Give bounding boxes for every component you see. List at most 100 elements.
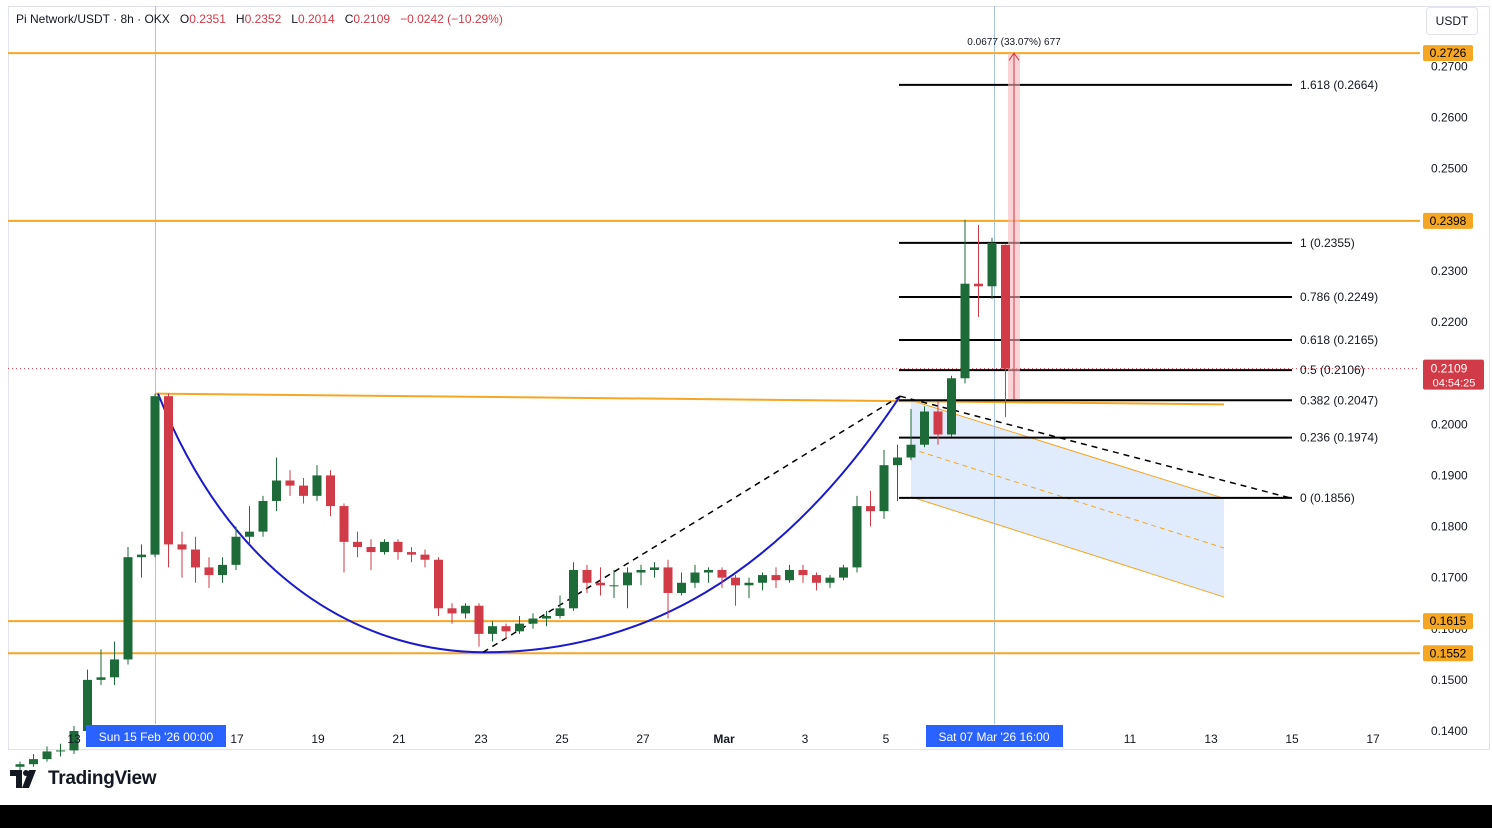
y-axis-tick-label: 0.1800 [1431, 520, 1468, 534]
fib-level-label-0: 1.618 (0.2664) [1300, 78, 1378, 92]
y-axis-tick-label: 0.2600 [1431, 111, 1468, 125]
candle-body [42, 751, 52, 760]
y-axis-tick-label: 0.1500 [1431, 673, 1468, 687]
brand-name: TradingView [48, 768, 157, 789]
candle-body [137, 554, 146, 558]
current-price-badge-bg [1423, 359, 1484, 390]
candle-body [650, 567, 659, 570]
price-badge-resistance-high-bg [1423, 45, 1473, 62]
candle-body [960, 283, 970, 379]
candle-body [798, 569, 808, 576]
candle-body [1001, 244, 1010, 369]
candle-body [852, 506, 862, 568]
open-label: O [179, 12, 190, 26]
candle-body [326, 475, 335, 507]
currency-selector[interactable]: USDT [1426, 7, 1478, 35]
y-axis-tick-label: 0.1700 [1431, 571, 1468, 585]
fib-level-label-2: 0.786 (0.2249) [1300, 290, 1378, 304]
tradingview-logo-icon [10, 770, 36, 788]
candle-body [758, 575, 767, 583]
x-axis-tick-label: 21 [392, 732, 406, 746]
low-value: 0.2014 [297, 12, 335, 26]
price-badge-resistance-mid-bg [1423, 212, 1473, 229]
price-chart[interactable]: 1.618 (0.2664) 1 (0.2355) 0.786 (0.2249) 0.… [0, 0, 1492, 805]
candle-body [272, 480, 281, 501]
symbol-label[interactable]: Pi Network/USDT · 8h · OKX [16, 12, 170, 26]
y-axis-tick-label: 0.2700 [1431, 59, 1468, 73]
countdown-badge: 04:54:25 [1433, 378, 1476, 390]
current-price-badge: 0.2109 [1431, 362, 1468, 376]
x-axis-tick-label: 25 [555, 732, 569, 746]
dashed-trendline-down [899, 395, 1291, 499]
candle-body [110, 659, 119, 678]
candle-body [407, 552, 416, 555]
fib-level-label-3: 0.618 (0.2165) [1300, 333, 1378, 347]
candle-body [528, 618, 538, 624]
candle-body [663, 567, 673, 593]
candle-body [83, 679, 92, 731]
candle-body [623, 572, 632, 586]
candle-body [731, 577, 740, 586]
y-axis-tick-label: 0.1400 [1431, 724, 1468, 738]
x-axis-tick-label: 13 [1204, 732, 1218, 746]
crosshair-date-left-bg [86, 725, 226, 747]
candle-body [299, 485, 308, 496]
candle-body [447, 608, 457, 614]
candle-body [96, 677, 106, 680]
x-axis-tick-label: 17 [230, 732, 244, 746]
candle-body [15, 764, 25, 767]
candle-body [677, 582, 686, 593]
candle-body [812, 575, 821, 583]
y-axis-tick-label: 0.1900 [1431, 468, 1468, 482]
y-axis-tick-label: 0.2300 [1431, 264, 1468, 278]
y-axis-tick-label: 0.2200 [1431, 315, 1468, 329]
chart-panel: 1.618 (0.2664) 1 (0.2355) 0.786 (0.2249) 0.… [0, 0, 1492, 805]
fib-level-label-6: 0.236 (0.1974) [1300, 431, 1378, 445]
crosshair-date-right: Sat 07 Mar '26 16:00 [938, 730, 1049, 744]
candle-body [245, 531, 254, 537]
tradingview-logo[interactable]: TradingView [10, 768, 157, 790]
candle-body [69, 730, 79, 751]
candle-body [690, 572, 700, 583]
high-value: 0.2352 [244, 12, 282, 26]
x-axis-tick-label: 5 [883, 732, 890, 746]
candle-body [704, 569, 713, 573]
y-axis-tick-label: 0.2500 [1431, 162, 1468, 176]
candle-body [542, 615, 551, 619]
high-label: H [235, 12, 245, 26]
candle-body [893, 457, 902, 466]
candle-body [150, 396, 160, 555]
close-value: 0.2109 [353, 12, 391, 26]
x-axis-tick-label: 11 [1124, 732, 1137, 746]
chart-frame [8, 6, 1490, 750]
x-axis-tick-label: 23 [474, 732, 488, 746]
ohlc-legend: Pi Network/USDT · 8h · OKX O0.2351 H0.23… [16, 12, 503, 26]
candle-body [933, 411, 943, 435]
candle-body [717, 569, 727, 578]
candle-body [56, 750, 65, 752]
x-axis-tick-label: 15 [1285, 732, 1299, 746]
x-axis-tick-label: Mar [713, 732, 735, 746]
measure-arrow-head [1008, 52, 1020, 61]
candle-body [177, 544, 187, 550]
candle-body [596, 582, 605, 586]
candle-body [555, 608, 565, 616]
channel-lower-line [910, 496, 1225, 598]
candle-body [744, 582, 754, 586]
candle-body [636, 569, 646, 573]
close-label: C [344, 12, 354, 26]
candle-body [879, 465, 889, 512]
bottom-bar [0, 805, 1492, 828]
cup-curve [157, 393, 901, 654]
candle-body [582, 569, 592, 583]
candle-body [771, 575, 781, 581]
x-axis-tick-label: 13 [67, 732, 81, 746]
change-value: −0.0242 (−10.29%) [400, 12, 503, 26]
candle-body [231, 536, 241, 565]
candle-body [353, 541, 362, 547]
candle-body [258, 500, 268, 532]
fib-level-label-4: 0.5 (0.2106) [1300, 363, 1365, 377]
x-axis-tick-label: 27 [636, 732, 650, 746]
candle-body [866, 506, 875, 512]
candle-body [785, 569, 794, 581]
